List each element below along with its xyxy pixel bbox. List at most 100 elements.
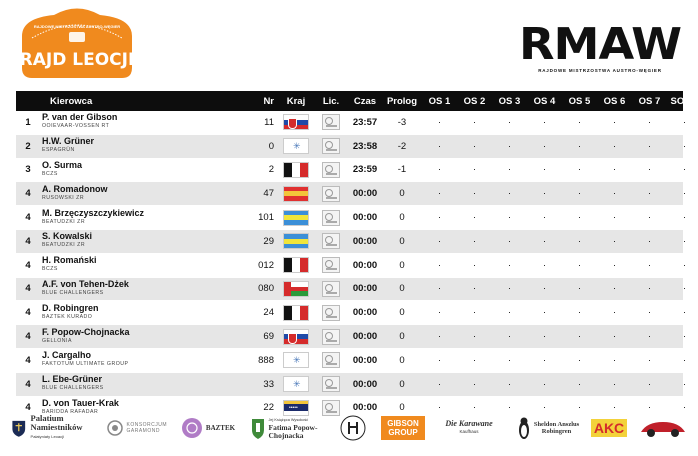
- country-flag-icon: [283, 114, 309, 131]
- licence-icon: [322, 352, 340, 369]
- position: 4: [25, 188, 31, 200]
- licence-icon: [322, 161, 340, 178]
- driver-name: P. van der Gibson: [42, 112, 118, 123]
- licence-cell: [314, 209, 348, 226]
- driver-cell: A. Romadonow RUSOWSKI ZR: [40, 184, 240, 203]
- total-time: 00:00: [352, 402, 378, 414]
- stage-value: ·: [612, 116, 617, 128]
- stage-value: ·: [542, 354, 547, 366]
- stage-value: ·: [612, 402, 617, 414]
- stage-value: ·: [437, 140, 442, 152]
- driver-cell: O. Surma BCZS: [40, 160, 240, 179]
- header-os5: OS 5: [568, 95, 591, 107]
- header-os6: OS 6: [603, 95, 626, 107]
- car-number: 47: [263, 188, 274, 200]
- stage-value: ·: [472, 354, 477, 366]
- country-flag-icon: [283, 304, 309, 321]
- stage-value: ·: [542, 402, 547, 414]
- table-body: 1 P. van der Gibson OOIEVAAR-VOSSEN RT 11 23…: [16, 111, 686, 421]
- prolog-value: 0: [399, 354, 405, 366]
- header-licence: Lic.: [322, 95, 340, 107]
- header-os2: OS 2: [463, 95, 486, 107]
- stage-value: ·: [437, 259, 442, 271]
- car-number: 101: [258, 212, 274, 224]
- stage-value: ·: [612, 283, 617, 295]
- country-flag-icon: ✳: [283, 352, 309, 369]
- table-row: 4 J. Cargalho FAKTOTUM ULTIMATE GROUP 888 ✳ 0…: [16, 348, 686, 373]
- sponsor-fatima: Jej Książęca Wysokość Fatima Popow-Chojn…: [248, 405, 332, 450]
- stage-value: ·: [472, 140, 477, 152]
- stage-value: ·: [682, 140, 687, 152]
- stage-value: ·: [577, 235, 582, 247]
- dancers-icon: [340, 415, 366, 440]
- total-time: 00:00: [352, 283, 378, 295]
- driver-name: S. Kowalski: [42, 231, 93, 242]
- stage-value: ·: [612, 140, 617, 152]
- stage-value: ·: [507, 188, 512, 200]
- stage-value: ·: [612, 259, 617, 271]
- stage-value: ·: [682, 259, 687, 271]
- licence-icon: [322, 304, 340, 321]
- stage-value: ·: [682, 164, 687, 176]
- country-flag-icon: [283, 233, 309, 250]
- stage-value: ·: [507, 140, 512, 152]
- country-cell: ✳: [278, 138, 314, 155]
- stage-value: ·: [437, 402, 442, 414]
- stage-value: ·: [647, 402, 652, 414]
- sponsor-dancers: [336, 405, 370, 450]
- position: 2: [25, 140, 31, 152]
- driver-name: D. von Tauer-Krak: [42, 397, 119, 408]
- stage-value: ·: [507, 116, 512, 128]
- stage-value: ·: [577, 331, 582, 343]
- stage-value: ·: [472, 116, 477, 128]
- country-cell: [278, 233, 314, 250]
- licence-icon: [322, 114, 340, 131]
- table-row: 4 F. Popow-Chojnacka GELLONIA 69 00:00 0 · · · · ·…: [16, 325, 686, 349]
- stage-value: ·: [577, 307, 582, 319]
- position: 4: [25, 331, 31, 343]
- stage-value: ·: [542, 188, 547, 200]
- stage-value: ·: [682, 378, 687, 390]
- team-name: BCZS: [42, 266, 58, 273]
- results-table: Kierowca Nr Kraj Lic. Czas Prolog OS 1 O…: [16, 91, 698, 421]
- position: 3: [25, 164, 31, 176]
- stage-value: ·: [577, 188, 582, 200]
- car-number: 11: [264, 116, 274, 128]
- stage-value: ·: [577, 378, 582, 390]
- stage-value: ·: [682, 188, 687, 200]
- licence-cell: [314, 304, 348, 321]
- stage-value: ·: [577, 140, 582, 152]
- table-row: 1 P. van der Gibson OOIEVAAR-VOSSEN RT 11 23…: [16, 111, 686, 135]
- prolog-value: 0: [399, 212, 405, 224]
- prolog-value: -1: [397, 164, 407, 176]
- driver-cell: S. Kowalski BEATUDZKI ZR: [40, 232, 240, 250]
- stage-value: ·: [437, 188, 442, 200]
- stage-value: ·: [577, 283, 582, 295]
- licence-cell: [314, 114, 348, 131]
- total-time: 00:00: [352, 212, 378, 224]
- stage-value: ·: [577, 259, 582, 271]
- stage-value: ·: [682, 307, 687, 319]
- licence-cell: [314, 161, 348, 178]
- car-number: 24: [263, 307, 274, 319]
- header-nr: Nr: [263, 95, 274, 107]
- stage-value: ·: [472, 283, 477, 295]
- table-row: 4 A.F. von Tehen-Dżek BLUE CHALLENGERS 080 0…: [16, 277, 686, 302]
- team-name: BLUE CHALLENGERS: [42, 289, 104, 296]
- position: 4: [25, 307, 31, 319]
- team-name: BAZTEK KURADO: [42, 313, 93, 320]
- stage-value: ·: [507, 164, 512, 176]
- sponsor-name: Fatima Popow-Chojnacka: [268, 422, 318, 440]
- header-os7: OS 7: [638, 95, 661, 107]
- licence-cell: [314, 399, 348, 416]
- total-time: 00:00: [352, 378, 378, 390]
- country-cell: •••••: [278, 399, 314, 416]
- car-number: 69: [263, 331, 274, 343]
- country-flag-icon: [283, 280, 309, 297]
- stage-value: ·: [437, 164, 442, 176]
- stage-value: ·: [542, 235, 547, 247]
- driver-cell: F. Popow-Chojnacka GELLONIA: [40, 327, 240, 346]
- stage-value: ·: [612, 164, 617, 176]
- licence-cell: [314, 376, 348, 393]
- team-name: BLUE CHALLENGERS: [42, 385, 104, 392]
